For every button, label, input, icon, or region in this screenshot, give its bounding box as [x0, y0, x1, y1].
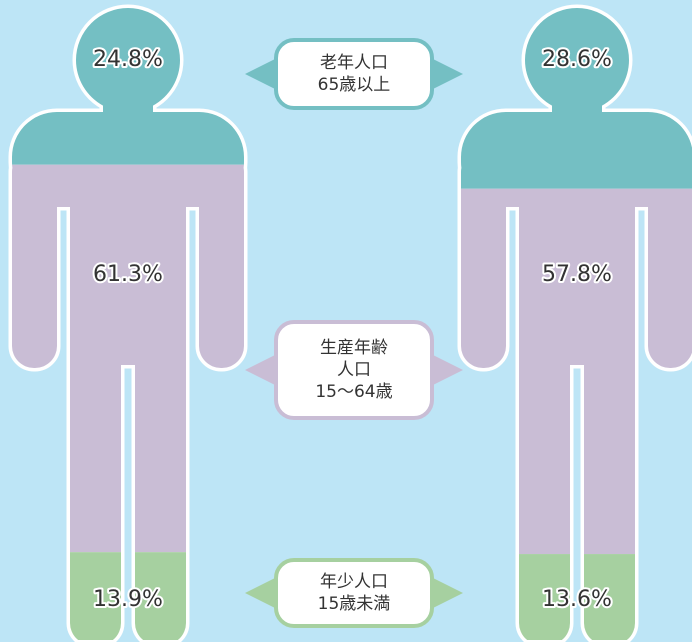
value-label: 13.6% [542, 587, 612, 612]
value-label: 61.3% [93, 262, 163, 287]
category-label: 人口 [337, 360, 371, 380]
callout [274, 38, 434, 110]
value-label: 57.8% [542, 262, 612, 287]
value-label: 28.6% [542, 47, 612, 72]
callout [274, 320, 434, 420]
category-label: 65歳以上 [318, 75, 391, 95]
callout [274, 558, 434, 628]
value-label: 24.8% [93, 47, 163, 72]
category-label: 15〜64歳 [315, 382, 392, 402]
category-label: 年少人口 [320, 572, 388, 592]
category-label: 老年人口 [320, 53, 388, 73]
category-label: 生産年齢 [320, 338, 388, 358]
category-label: 15歳未満 [318, 594, 391, 614]
value-label: 13.9% [93, 587, 163, 612]
